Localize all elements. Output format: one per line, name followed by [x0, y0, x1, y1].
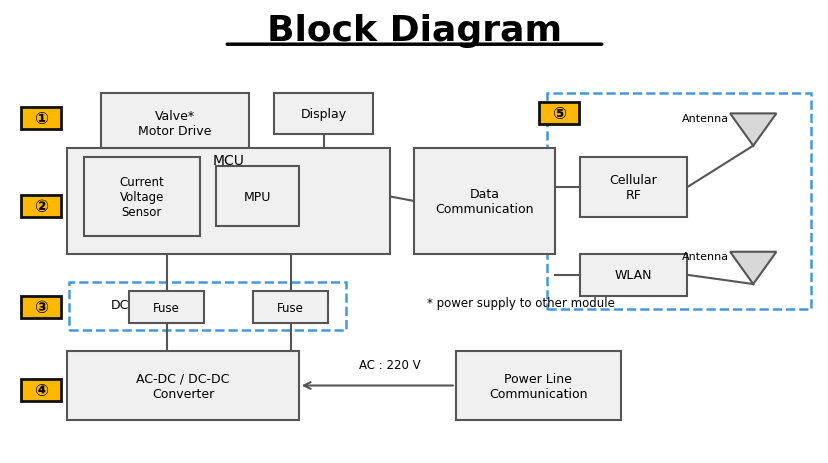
Text: ⑤: ⑤: [551, 105, 566, 123]
Text: Data
Communication: Data Communication: [435, 188, 533, 216]
Text: * power supply to other module: * power supply to other module: [426, 296, 614, 309]
Bar: [100, 94, 249, 153]
Bar: [579, 255, 686, 296]
Bar: [455, 351, 620, 420]
Bar: [22, 296, 60, 319]
Text: MPU: MPU: [243, 190, 271, 203]
Text: DC: DC: [110, 299, 128, 312]
Text: Power Line
Communication: Power Line Communication: [489, 372, 587, 400]
Bar: [22, 379, 60, 401]
Bar: [274, 94, 373, 135]
Text: Antenna: Antenna: [681, 252, 728, 262]
Text: Cellular
RF: Cellular RF: [609, 174, 657, 202]
Bar: [253, 291, 327, 324]
Bar: [538, 103, 578, 125]
Bar: [69, 282, 345, 331]
Bar: [84, 158, 200, 236]
Text: ③: ③: [34, 299, 48, 316]
Text: Valve*
Motor Drive: Valve* Motor Drive: [138, 109, 211, 138]
Bar: [22, 195, 60, 217]
Bar: [216, 167, 298, 227]
Text: Block Diagram: Block Diagram: [267, 14, 561, 48]
Bar: [22, 108, 60, 130]
Bar: [579, 158, 686, 218]
Text: AC-DC / DC-DC
Converter: AC-DC / DC-DC Converter: [137, 372, 229, 400]
Text: Fuse: Fuse: [277, 301, 304, 314]
Text: Display: Display: [301, 108, 346, 121]
Text: WLAN: WLAN: [614, 269, 652, 282]
Text: AC : 220 V: AC : 220 V: [359, 358, 420, 371]
Text: Antenna: Antenna: [681, 114, 728, 124]
Polygon shape: [729, 114, 776, 146]
Text: ①: ①: [34, 110, 48, 128]
Text: Current
Voltage
Sensor: Current Voltage Sensor: [119, 175, 164, 219]
Bar: [129, 291, 204, 324]
Bar: [67, 351, 298, 420]
Polygon shape: [729, 252, 776, 284]
Bar: [67, 149, 389, 255]
Bar: [546, 94, 810, 310]
Text: ②: ②: [34, 197, 48, 215]
Text: ④: ④: [34, 382, 48, 399]
Text: Fuse: Fuse: [153, 301, 180, 314]
Bar: [414, 149, 554, 255]
Text: MCU: MCU: [213, 153, 244, 167]
